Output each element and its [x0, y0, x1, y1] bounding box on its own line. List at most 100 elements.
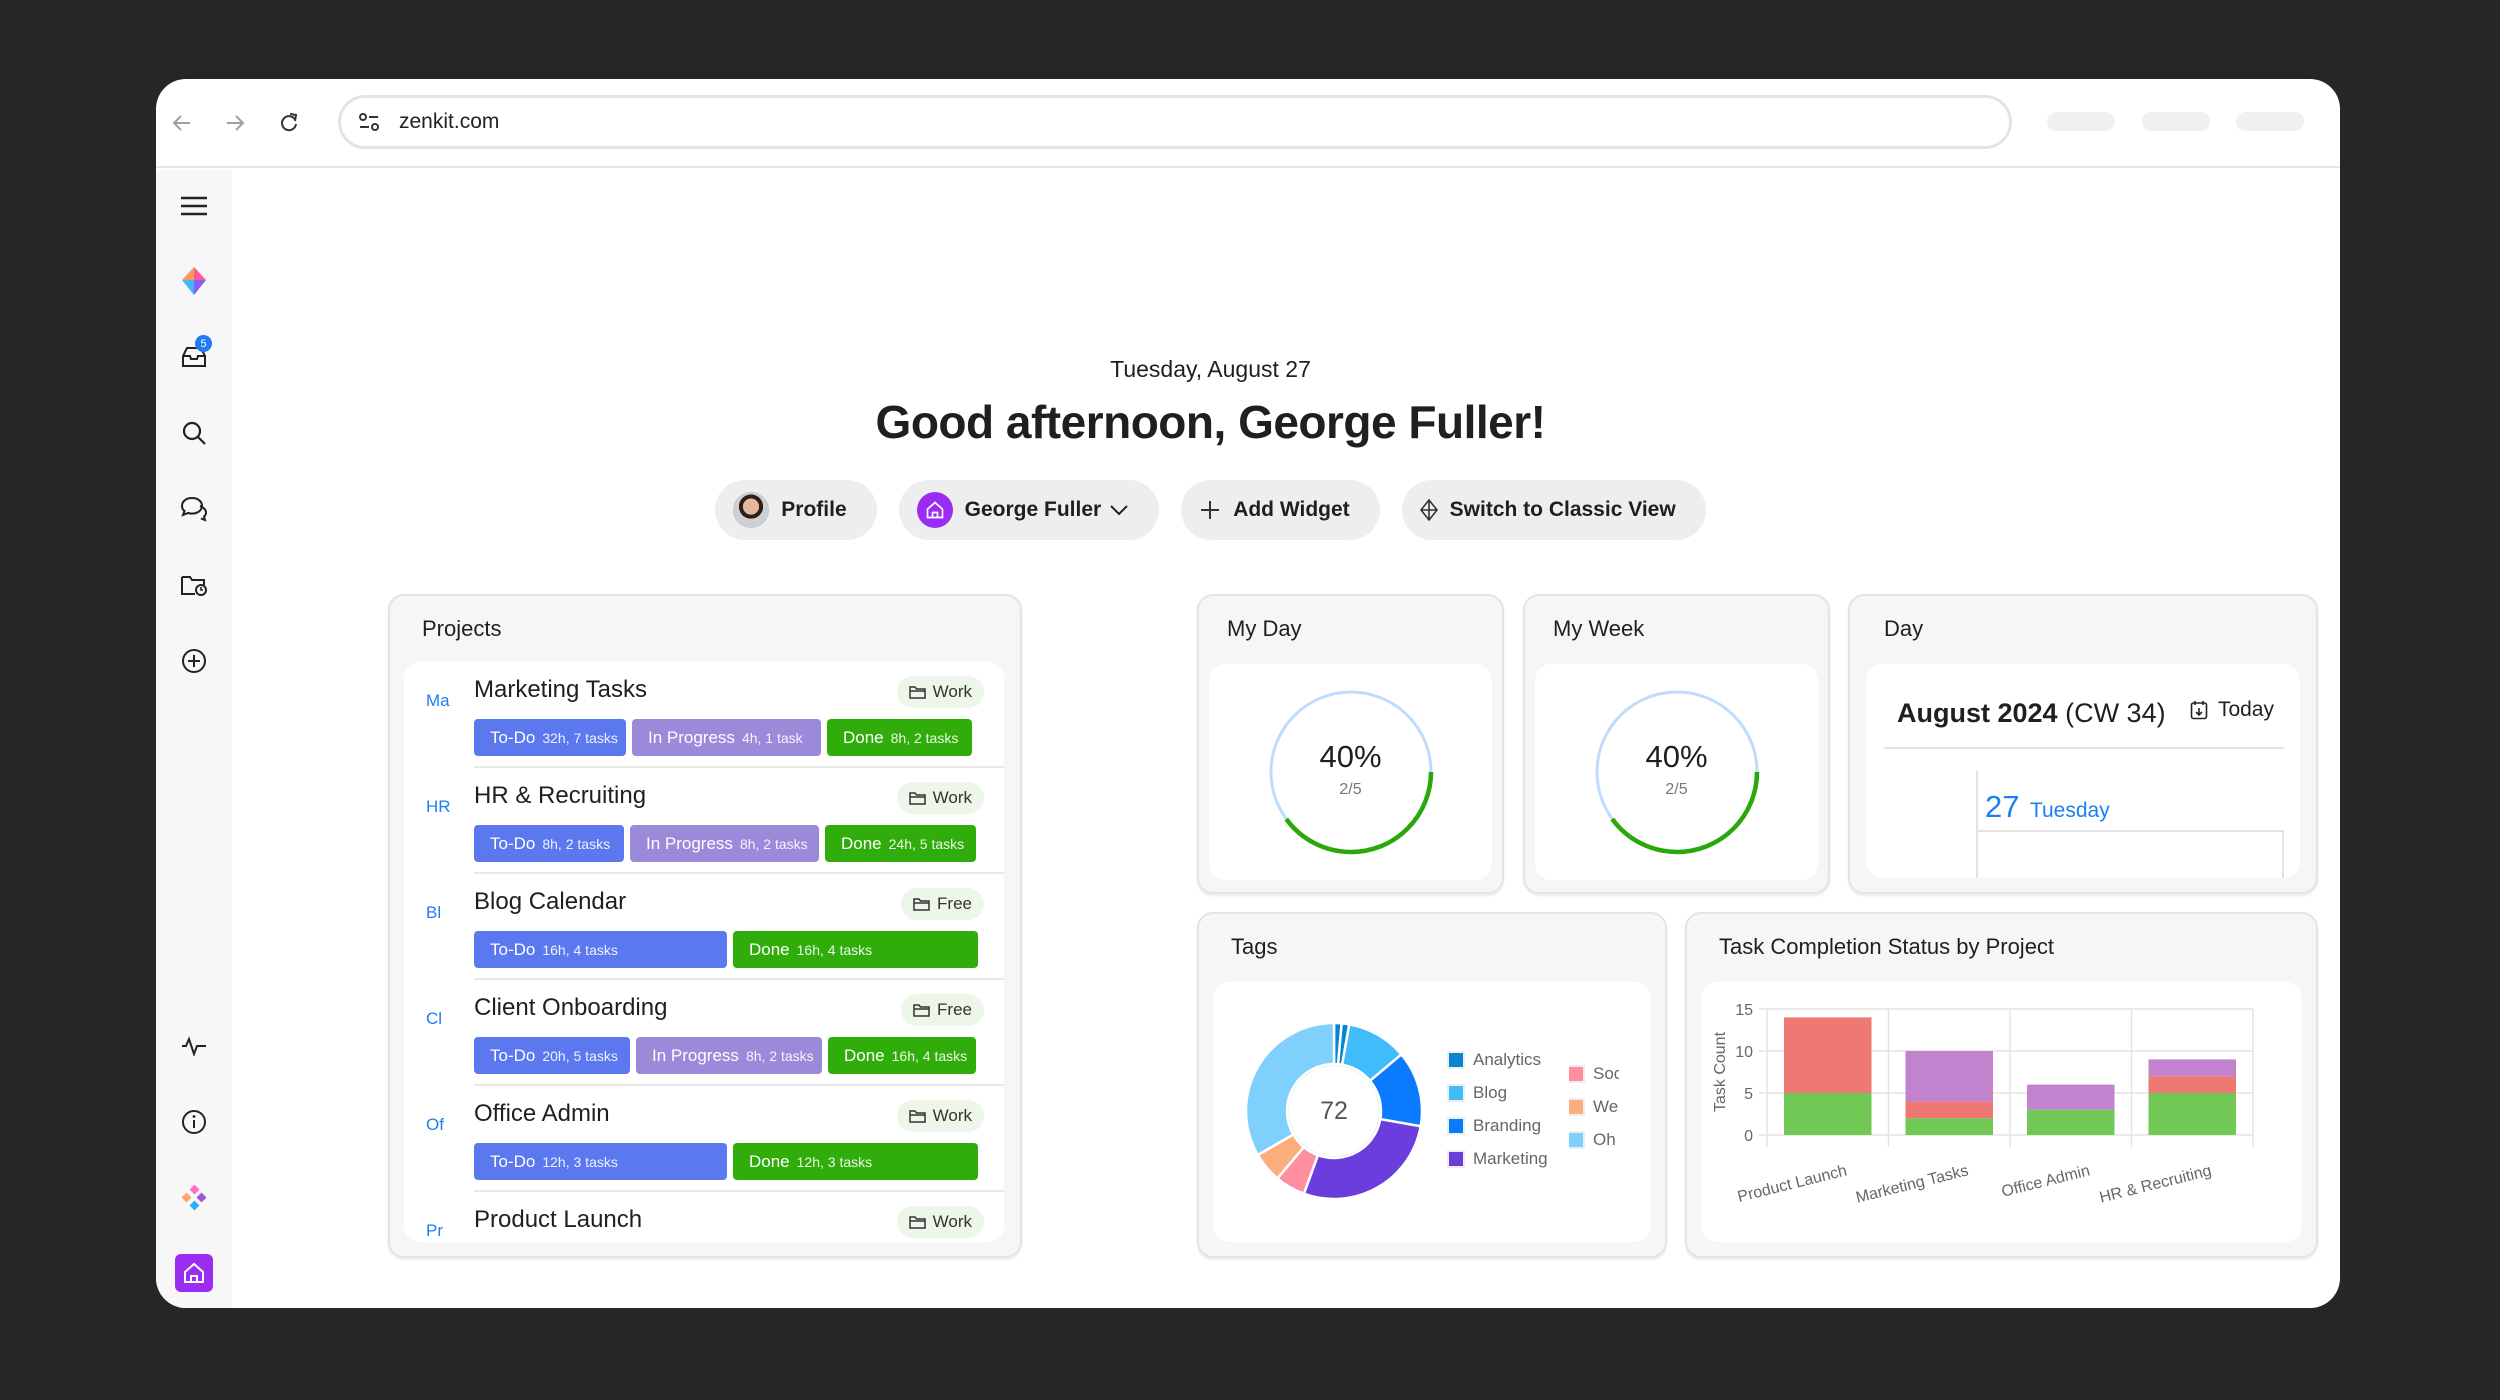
project-name[interactable]: Product Launch — [474, 1206, 643, 1233]
project-row[interactable]: Ma Marketing Tasks Work To-Do 32h, 7 tasks In… — [404, 662, 1004, 768]
status-bar-todo[interactable]: To-Do 20h, 5 tasks — [474, 1037, 630, 1074]
folder-icon — [908, 1216, 926, 1229]
status-summary: 20h, 5 tasks — [542, 1047, 618, 1064]
status-bar-todo[interactable]: To-Do 8h, 2 tasks — [474, 825, 624, 862]
legend-item[interactable]: Analytics — [1447, 1050, 1541, 1070]
project-abbr: Pr — [426, 1221, 443, 1240]
toolbar-placeholder-1[interactable] — [2047, 112, 2115, 131]
profile-button[interactable]: Profile — [715, 480, 877, 540]
search-button[interactable] — [174, 413, 214, 453]
my-week-fraction: 2/5 — [1665, 781, 1688, 798]
calendar-day-header[interactable]: 27 Tuesday — [1985, 789, 2110, 825]
back-button[interactable] — [164, 105, 200, 141]
workspace-selector[interactable]: George Fuller — [898, 480, 1160, 540]
my-week-progress[interactable]: 40% 2/5 — [1535, 664, 1818, 880]
status-label: To-Do — [490, 1151, 536, 1171]
address-bar[interactable]: zenkit.com — [338, 95, 2012, 149]
site-settings-icon[interactable] — [357, 110, 381, 134]
project-workspace-tag[interactable]: Free — [901, 994, 984, 1026]
project-row[interactable]: Of Office Admin Work To-Do 12h, 3 tasks Done 1… — [404, 1086, 1004, 1192]
hamburger-icon — [181, 196, 207, 216]
progress-ring-icon — [1594, 689, 1759, 855]
my-day-progress[interactable]: 40% 2/5 — [1209, 664, 1492, 880]
activity-button[interactable] — [174, 1026, 214, 1066]
chats-nav-button[interactable] — [174, 489, 214, 529]
legend-item[interactable]: Soc — [1569, 1064, 1619, 1084]
toolbar-placeholder-3[interactable] — [2236, 112, 2304, 131]
status-label: To-Do — [490, 939, 536, 959]
donut-chart — [1244, 1021, 1424, 1201]
home-icon — [926, 501, 943, 519]
project-row[interactable]: HR HR & Recruiting Work To-Do 8h, 2 tasks In … — [404, 768, 1004, 874]
reload-button[interactable] — [271, 105, 307, 141]
legend-swatch — [1447, 1051, 1465, 1069]
project-row[interactable]: Pr Product Launch Work — [404, 1192, 1004, 1242]
status-label: Done — [749, 939, 790, 959]
status-summary: 24h, 5 tasks — [888, 835, 965, 852]
project-name[interactable]: HR & Recruiting — [474, 782, 647, 809]
task-completion-chart: 0 5 10 15 Product Launch Marketing Tasks Offic… — [1701, 982, 2302, 1242]
arrow-left-icon — [172, 115, 190, 131]
project-workspace-tag[interactable]: Work — [896, 1206, 984, 1238]
project-name[interactable]: Client Onboarding — [474, 994, 668, 1021]
legend-item[interactable]: Blog — [1447, 1083, 1508, 1103]
status-bar-done[interactable]: Done 24h, 5 tasks — [825, 825, 976, 862]
workspace-home-badge — [916, 492, 953, 528]
status-bar-prog[interactable]: In Progress 4h, 1 task — [632, 719, 821, 756]
legend-label: Soc — [1593, 1064, 1619, 1083]
recent-folders-button[interactable] — [174, 565, 214, 605]
status-bar-done[interactable]: Done 16h, 4 tasks — [733, 931, 978, 968]
legend-item[interactable]: Branding — [1447, 1116, 1541, 1136]
stacked-bar-chart[interactable]: 0 5 10 15 Product Launch Marketing Tasks Offic… — [1701, 982, 2302, 1244]
legend-item[interactable]: Marketing — [1447, 1149, 1548, 1169]
toolbar-placeholder-2[interactable] — [2142, 112, 2210, 131]
inbox-button[interactable]: 5 — [174, 335, 214, 377]
apps-button[interactable] — [174, 1178, 214, 1218]
status-label: Done — [749, 1151, 790, 1171]
project-workspace-tag[interactable]: Work — [896, 676, 984, 708]
folder-icon — [908, 792, 926, 805]
project-row[interactable]: Cl Client Onboarding Free To-Do 20h, 5 tasks… — [404, 980, 1004, 1086]
status-summary: 8h, 2 tasks — [890, 729, 959, 746]
legend-item[interactable]: Oh — [1569, 1130, 1619, 1150]
status-bar-done[interactable]: Done 12h, 3 tasks — [733, 1143, 978, 1180]
add-button[interactable] — [174, 641, 214, 681]
status-label: In Progress — [652, 1045, 739, 1065]
zenkit-logo[interactable] — [174, 261, 214, 301]
status-bar-done[interactable]: Done 16h, 4 tasks — [828, 1037, 976, 1074]
task-completion-title: Task Completion Status by Project — [1719, 934, 2055, 959]
status-label: In Progress — [646, 833, 733, 853]
inbox-badge: 5 — [195, 335, 212, 352]
project-workspace-tag[interactable]: Work — [896, 1100, 984, 1132]
menu-button[interactable] — [174, 186, 214, 226]
project-workspace-tag[interactable]: Free — [901, 888, 984, 920]
forward-button[interactable] — [217, 105, 253, 141]
status-bar-done[interactable]: Done 8h, 2 tasks — [827, 719, 972, 756]
legend-item[interactable]: We — [1569, 1097, 1619, 1117]
status-bar-prog[interactable]: In Progress 8h, 2 tasks — [630, 825, 819, 862]
tags-donut[interactable]: 72 — [1243, 1020, 1425, 1202]
add-widget-button[interactable]: Add Widget — [1181, 480, 1380, 540]
project-row[interactable]: Bl Blog Calendar Free To-Do 16h, 4 tasks Done… — [404, 874, 1004, 980]
url-text[interactable]: zenkit.com — [399, 110, 500, 133]
project-workspace-tag[interactable]: Work — [896, 782, 984, 814]
folder-icon — [908, 686, 926, 699]
project-name[interactable]: Office Admin — [474, 1100, 610, 1127]
status-summary: 8h, 2 tasks — [542, 835, 611, 852]
status-bar-todo[interactable]: To-Do 12h, 3 tasks — [474, 1143, 727, 1180]
calendar-day-grid[interactable] — [1976, 830, 2284, 878]
legend-label: Blog — [1473, 1083, 1508, 1102]
status-bar-prog[interactable]: In Progress 8h, 2 tasks — [636, 1037, 822, 1074]
svg-text:15: 15 — [1735, 1002, 1753, 1019]
status-bar-todo[interactable]: To-Do 16h, 4 tasks — [474, 931, 727, 968]
row-divider — [474, 978, 1004, 980]
project-name[interactable]: Marketing Tasks — [474, 676, 647, 703]
project-name[interactable]: Blog Calendar — [474, 888, 627, 915]
status-bar-todo[interactable]: To-Do 32h, 7 tasks — [474, 719, 626, 756]
today-button[interactable]: Today — [2190, 698, 2274, 722]
status-label: To-Do — [490, 727, 536, 747]
svg-text:Marketing Tasks: Marketing Tasks — [1854, 1162, 1970, 1206]
info-button[interactable] — [174, 1102, 214, 1142]
switch-classic-view-button[interactable]: Switch to Classic View — [1401, 480, 1706, 540]
home-button[interactable] — [174, 1253, 214, 1293]
